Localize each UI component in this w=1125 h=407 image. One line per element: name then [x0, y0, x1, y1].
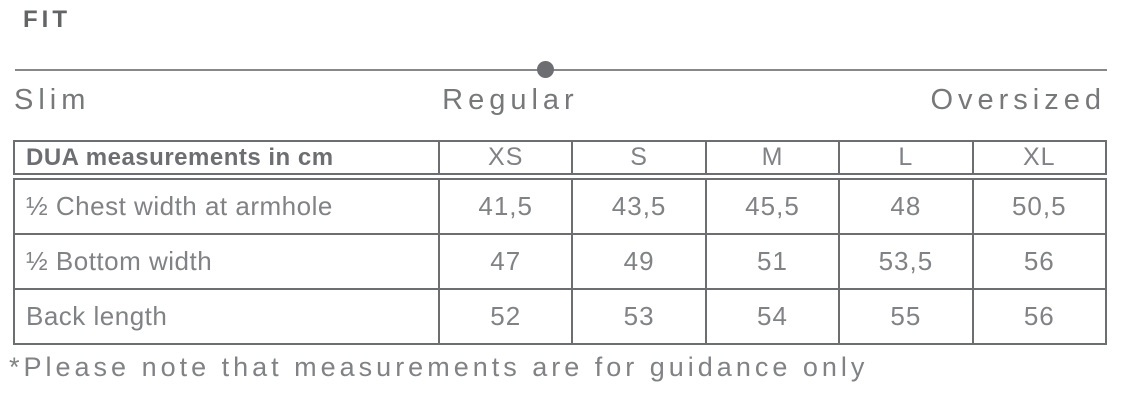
size-value: 48 — [838, 175, 974, 235]
size-value: 53,5 — [838, 233, 974, 290]
size-value: 49 — [571, 233, 707, 290]
row-label: Back length — [13, 288, 440, 345]
column-header-xs: XS — [437, 140, 574, 180]
footnote: *Please note that measurements are for g… — [9, 352, 869, 382]
column-header-l: L — [838, 140, 974, 180]
table-row-back-length: Back length 52 53 54 55 56 — [13, 288, 1108, 345]
fit-option-oversized: Oversized — [930, 84, 1106, 116]
row-label: ½ Bottom width — [13, 233, 440, 290]
fit-option-slim: Slim — [14, 84, 91, 116]
measurements-table: DUA measurements in cm XS S M L XL ½ Che… — [13, 140, 1108, 345]
row-label: ½ Chest width at armhole — [13, 175, 440, 235]
size-value: 41,5 — [437, 175, 574, 235]
size-value: 50,5 — [971, 175, 1108, 235]
size-value: 47 — [437, 233, 574, 290]
fit-scale-track — [15, 69, 1107, 71]
page-title: FIT — [23, 6, 71, 33]
table-row-bottom-width: ½ Bottom width 47 49 51 53,5 56 — [13, 233, 1108, 290]
size-value: 56 — [971, 288, 1108, 345]
column-header-m: M — [704, 140, 841, 180]
size-value: 45,5 — [704, 175, 841, 235]
size-value: 55 — [838, 288, 974, 345]
size-value: 52 — [437, 288, 574, 345]
column-header-s: S — [571, 140, 707, 180]
fit-option-regular: Regular — [442, 84, 579, 116]
size-value: 53 — [571, 288, 707, 345]
table-header-row: DUA measurements in cm XS S M L XL — [13, 140, 1108, 180]
column-header-xl: XL — [971, 140, 1108, 180]
size-value: 56 — [971, 233, 1108, 290]
size-value: 51 — [704, 233, 841, 290]
table-title-cell: DUA measurements in cm — [13, 140, 440, 180]
fit-scale-indicator-dot[interactable] — [537, 61, 554, 78]
size-value: 54 — [704, 288, 841, 345]
size-value: 43,5 — [571, 175, 707, 235]
fit-scale-labels: Slim Regular Oversized — [14, 84, 1106, 117]
table-row-chest-width: ½ Chest width at armhole 41,5 43,5 45,5 … — [13, 175, 1108, 235]
